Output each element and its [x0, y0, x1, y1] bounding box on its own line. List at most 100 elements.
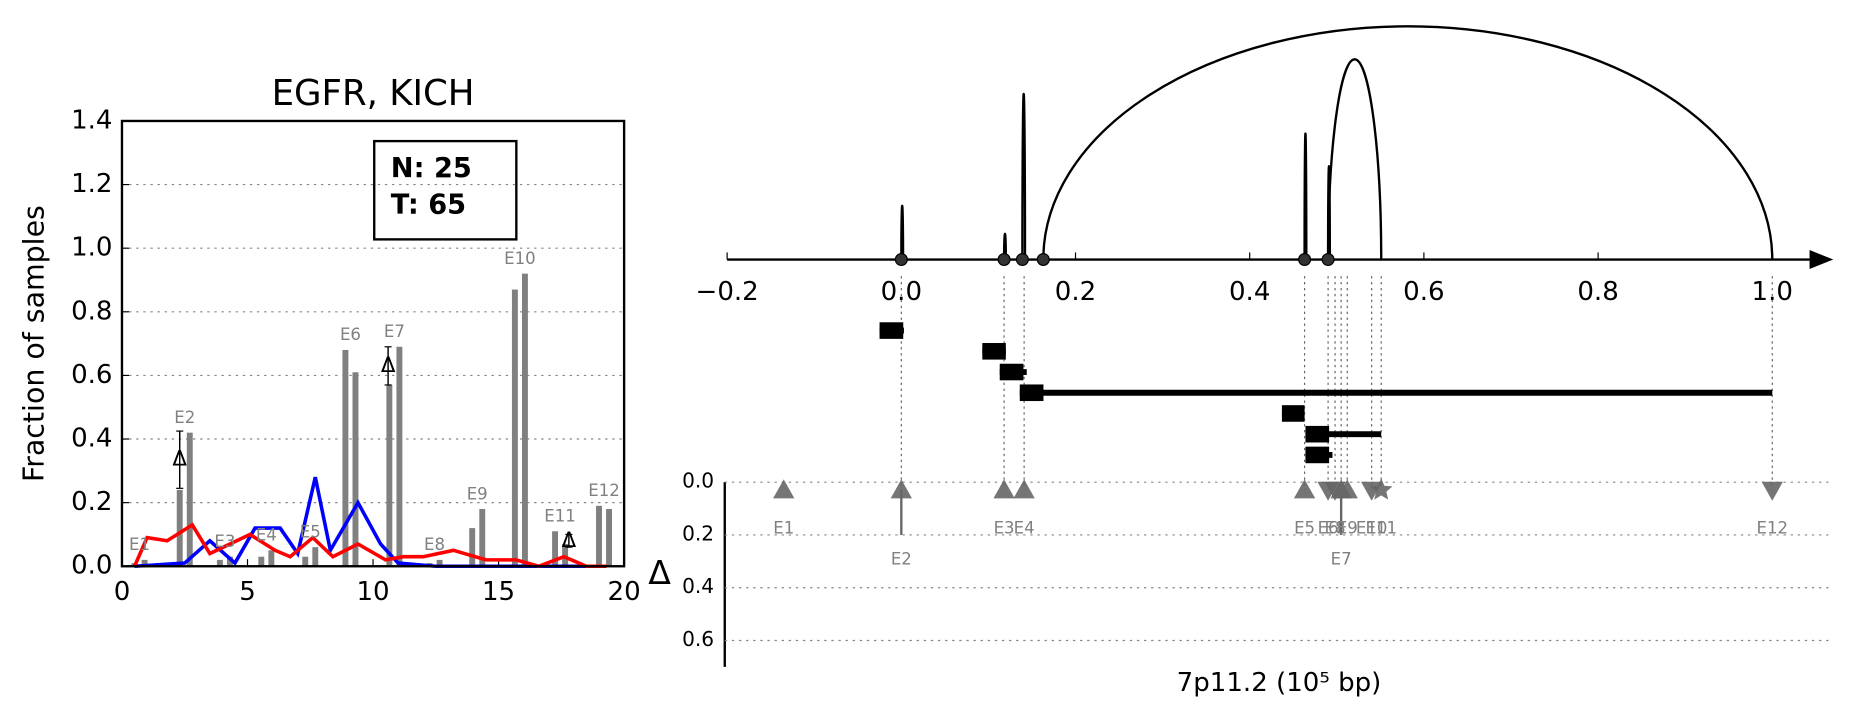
segment-box	[982, 343, 1006, 360]
exon-marker	[773, 479, 795, 499]
y-axis-label: Δ	[648, 553, 671, 592]
exon-marker	[1761, 481, 1783, 501]
arc	[1002, 232, 1008, 260]
y-tick-label: 0.0	[682, 469, 714, 493]
y-tick-label: 0.2	[71, 487, 112, 517]
exon-label: E4	[256, 526, 277, 545]
y-tick-label: 0.0	[71, 551, 112, 581]
bar	[511, 289, 518, 567]
bar	[186, 432, 193, 567]
segment-box	[879, 322, 904, 339]
y-tick-label: 1.0	[71, 233, 112, 263]
exon-label: E6	[1318, 519, 1339, 538]
exon-label: E6	[340, 325, 361, 344]
exon-label: E9	[1337, 519, 1358, 538]
arc	[1305, 134, 1307, 260]
y-tick-label: 0.4	[71, 424, 112, 454]
axis-point	[997, 253, 1011, 267]
exon-label: E8	[1325, 519, 1346, 538]
y-tick-label: 1.4	[71, 105, 112, 135]
exon-label: E8	[424, 535, 445, 554]
exon-label: E9	[467, 484, 488, 503]
x-tick-label: 0	[114, 577, 131, 607]
line	[132, 522, 607, 569]
exon-marker	[1369, 478, 1393, 500]
x-tick-label: 0.2	[1055, 277, 1096, 307]
bar	[226, 556, 233, 567]
bar	[312, 547, 319, 567]
x-tick-label: −0.2	[696, 277, 759, 307]
bar	[596, 505, 602, 567]
annotation-box	[373, 139, 518, 241]
exon-label: E11	[544, 507, 576, 526]
x-tick-label: 5	[239, 577, 256, 607]
arc	[901, 206, 903, 260]
bar	[469, 528, 476, 567]
bar	[302, 556, 309, 567]
y-tick-label: 0.8	[71, 296, 112, 326]
bar	[479, 508, 486, 567]
bar	[606, 508, 613, 567]
x-tick-label: 0.8	[1577, 277, 1618, 307]
bar	[268, 550, 275, 567]
delta-marker: Δ	[172, 447, 187, 472]
exon-label: E2	[891, 549, 912, 568]
plot-frame	[120, 119, 626, 568]
segment-box	[1305, 425, 1330, 443]
x-tick-label: 20	[608, 577, 641, 607]
line	[134, 476, 599, 569]
segment-box	[1281, 405, 1305, 422]
exon-marker	[1293, 479, 1316, 499]
bar	[176, 489, 183, 567]
bar	[562, 543, 569, 567]
exon-label: E11	[1365, 519, 1397, 538]
exon-label: E1	[129, 535, 150, 554]
exon-label: E12	[1756, 519, 1788, 538]
annotation: N: 25	[391, 153, 472, 184]
delta-marker: Δ	[562, 528, 577, 553]
delta-marker: Δ	[381, 353, 396, 378]
bar	[396, 346, 403, 567]
y-axis-label: Fraction of samples	[18, 205, 51, 482]
annotation: T: 65	[391, 190, 466, 221]
exon-marker	[1324, 481, 1346, 501]
exon-label: E7	[1331, 549, 1352, 568]
exon-label: E2	[174, 408, 195, 427]
x-tick-label: 1.0	[1752, 277, 1793, 307]
bar	[386, 384, 393, 567]
exon-marker	[1013, 479, 1035, 499]
exon-label: E4	[1014, 519, 1035, 538]
exon-marker	[1336, 479, 1358, 499]
x-tick-label: 10	[356, 577, 389, 607]
exon-marker	[890, 479, 912, 499]
y-tick-label: 0.6	[682, 627, 714, 651]
axis-point	[1298, 253, 1312, 267]
arc	[1022, 94, 1025, 260]
exon-marker	[993, 479, 1015, 499]
arc	[1328, 59, 1381, 259]
axis-point	[1321, 253, 1335, 267]
x-axis-label: 7p11.2 (10⁵ bp)	[1177, 668, 1382, 698]
y-tick-label: 0.6	[71, 360, 112, 390]
y-tick-label: 1.2	[71, 169, 112, 199]
exon-label: E10	[504, 249, 536, 268]
x-tick-label: 0.6	[1403, 277, 1444, 307]
segment-box	[1305, 446, 1330, 464]
bar	[521, 273, 528, 567]
exon-label: E3	[214, 532, 235, 551]
arc	[1042, 25, 1774, 260]
axis-point	[1015, 253, 1029, 267]
x-tick-label: 0.0	[881, 277, 922, 307]
exon-label: E5	[300, 522, 321, 541]
y-tick-label: 0.2	[682, 521, 714, 545]
y-tick-label: 0.4	[682, 574, 714, 598]
exon-label: E10	[1356, 519, 1388, 538]
exon-label: E12	[588, 481, 620, 500]
axis-arrow	[1809, 250, 1834, 269]
exon-label: E7	[384, 322, 405, 341]
axis-point	[1036, 253, 1050, 267]
exon-label: E1	[773, 519, 794, 538]
chart-title: EGFR, KICH	[272, 73, 475, 114]
